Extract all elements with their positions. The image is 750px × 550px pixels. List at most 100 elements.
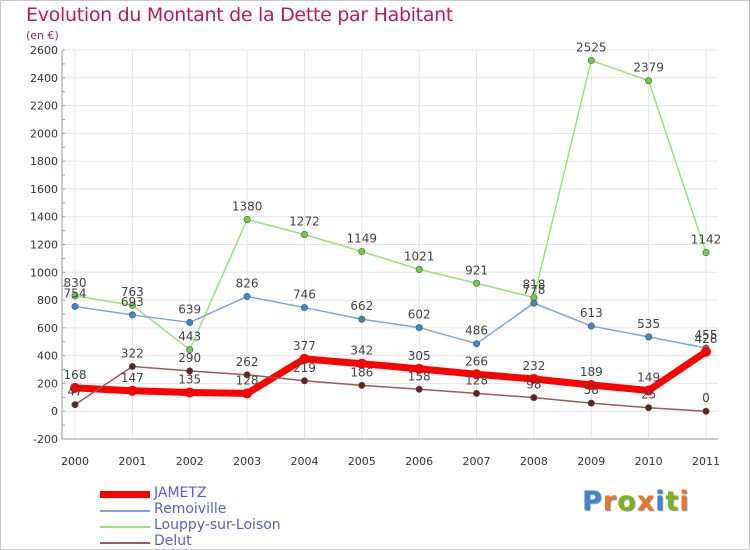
data-label: 1021 <box>404 249 435 263</box>
data-point <box>415 265 423 273</box>
data-label: 535 <box>637 317 660 331</box>
chart-title: Evolution du Montant de la Dette par Hab… <box>26 4 454 26</box>
legend-swatch <box>100 526 150 528</box>
data-point <box>473 279 481 287</box>
data-point <box>128 362 136 370</box>
data-point <box>184 387 195 398</box>
series-line-louppy-sur-loison <box>74 59 707 351</box>
data-label: 168 <box>64 368 87 382</box>
legend-label: Delut <box>154 533 192 549</box>
data-label: 639 <box>178 302 201 316</box>
series-lines <box>70 56 711 415</box>
data-label: 826 <box>236 276 259 290</box>
x-tick-label: 2004 <box>290 455 318 468</box>
data-label: 613 <box>580 306 603 320</box>
data-label: 830 <box>64 276 87 290</box>
grid-lines <box>62 49 718 440</box>
y-tick-label: 200 <box>37 377 58 390</box>
data-point <box>243 292 251 300</box>
data-point <box>702 407 710 415</box>
data-point <box>415 385 423 393</box>
x-tick-label: 2006 <box>405 455 433 468</box>
legend-label: Remoiville <box>154 501 227 517</box>
data-point <box>587 399 595 407</box>
data-label: 443 <box>178 330 201 344</box>
data-point <box>128 311 136 319</box>
data-point <box>586 379 597 390</box>
proxiti-logo: Proxiti <box>582 486 690 517</box>
x-tick-label: 2010 <box>635 455 663 468</box>
data-point <box>645 404 653 412</box>
y-tick-label: 2600 <box>30 44 58 57</box>
data-label: 266 <box>465 354 488 368</box>
data-label: 778 <box>522 283 545 297</box>
data-point <box>473 389 481 397</box>
data-point <box>701 346 711 357</box>
data-label: 98 <box>526 378 541 392</box>
legend-swatch <box>100 510 150 512</box>
y-tick-label: 2000 <box>30 127 58 140</box>
data-point <box>71 401 79 409</box>
x-tick-label: 2005 <box>348 455 376 468</box>
data-label: 147 <box>121 371 144 385</box>
data-point <box>358 248 366 256</box>
y-tick-label: 2400 <box>30 72 58 85</box>
data-label: 305 <box>408 349 431 363</box>
data-point <box>358 381 366 389</box>
data-label: 746 <box>293 288 316 302</box>
x-tick-label: 2009 <box>577 455 605 468</box>
data-label: 262 <box>236 355 259 369</box>
data-label: 377 <box>293 339 316 353</box>
data-point <box>127 385 138 396</box>
series-line-jametz <box>71 348 710 397</box>
y-tick-label: -200 <box>33 433 58 446</box>
data-label: 186 <box>350 365 373 379</box>
axes: -200 0 200 400 600 800 1000 1200 1400 1600 1800 200… <box>30 44 720 468</box>
data-point <box>473 340 481 348</box>
data-label: 149 <box>637 371 660 385</box>
data-point <box>645 333 653 341</box>
x-tick-label: 2007 <box>463 455 491 468</box>
data-label: 135 <box>178 372 201 386</box>
data-label: 486 <box>465 324 488 338</box>
data-label: 290 <box>178 351 201 365</box>
data-point <box>243 215 251 223</box>
data-point <box>243 371 251 379</box>
data-point <box>242 388 253 399</box>
data-label: 428 <box>695 332 718 346</box>
data-point <box>186 318 194 326</box>
data-label: 158 <box>408 369 431 383</box>
data-label: 47 <box>67 385 82 399</box>
data-point <box>530 299 538 307</box>
data-label: 662 <box>350 299 373 313</box>
data-point <box>528 373 539 384</box>
unit-label: (en €) <box>26 29 59 42</box>
data-label: 58 <box>584 383 599 397</box>
x-tick-label: 2003 <box>233 455 261 468</box>
data-point <box>587 322 595 330</box>
data-point <box>358 315 366 323</box>
data-label: 455 <box>695 328 718 342</box>
series-line-remoiville <box>74 295 707 349</box>
y-tick-label: 1200 <box>30 239 58 252</box>
data-point <box>645 77 653 85</box>
data-label: 2525 <box>576 40 607 54</box>
data-label: 1142 <box>691 233 722 247</box>
data-label: 693 <box>121 295 144 309</box>
data-label: 754 <box>64 286 87 300</box>
data-label: 322 <box>121 346 144 360</box>
x-tick-label: 2008 <box>520 455 548 468</box>
series-line-delut <box>74 365 707 412</box>
data-point <box>71 302 79 310</box>
data-label: 763 <box>121 285 144 299</box>
data-point <box>300 377 308 385</box>
x-tick-label: 2011 <box>692 455 720 468</box>
x-tick-label: 2000 <box>61 455 89 468</box>
data-label: 342 <box>350 344 373 358</box>
data-point <box>471 369 482 380</box>
data-label: 128 <box>465 373 488 387</box>
y-tick-label: 800 <box>37 294 58 307</box>
data-point <box>414 363 425 374</box>
data-point <box>299 353 310 364</box>
